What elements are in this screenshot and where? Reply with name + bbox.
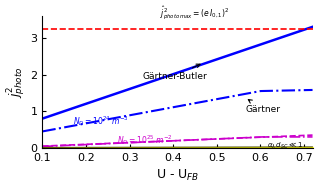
Text: $\hat{j}^2_{photo\,max} =(e\,I_{0,1})^2$: $\hat{j}^2_{photo\,max} =(e\,I_{0,1})^2$ bbox=[160, 5, 230, 22]
Text: $N_D = 10^{24}$ m$^{-3}$: $N_D = 10^{24}$ m$^{-3}$ bbox=[73, 115, 129, 129]
Y-axis label: $j^2_{photo}$: $j^2_{photo}$ bbox=[5, 66, 28, 98]
Text: Gärtner-Butler: Gärtner-Butler bbox=[143, 64, 207, 81]
Text: $N_D = 10^{25}$ m$^{-2}$: $N_D = 10^{25}$ m$^{-2}$ bbox=[116, 133, 172, 147]
Text: Gärtner: Gärtner bbox=[245, 100, 280, 114]
Text: $\alpha_\lambda\,d_{SC} \ll 1$: $\alpha_\lambda\,d_{SC} \ll 1$ bbox=[267, 141, 303, 151]
X-axis label: U - U$_{FB}$: U - U$_{FB}$ bbox=[156, 168, 199, 184]
